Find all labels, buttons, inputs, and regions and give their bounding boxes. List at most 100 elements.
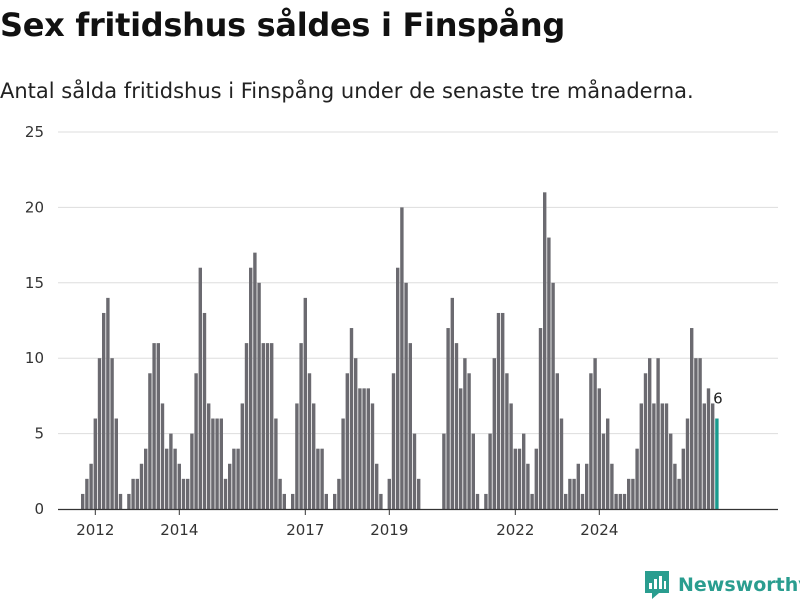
bar — [110, 358, 114, 509]
bar — [207, 403, 211, 509]
bar — [694, 358, 698, 509]
bar — [618, 493, 622, 509]
x-tick-label: 2022 — [496, 521, 534, 539]
bar — [463, 358, 467, 509]
bar — [404, 282, 408, 509]
bar — [396, 267, 400, 509]
bar — [467, 373, 471, 509]
bar-latest — [715, 418, 719, 509]
bar — [635, 448, 639, 509]
bar — [303, 297, 307, 509]
bar — [597, 388, 601, 509]
bar — [711, 403, 715, 509]
bar — [417, 478, 421, 509]
x-tick-label: 2017 — [286, 521, 324, 539]
bar — [496, 312, 501, 509]
y-tick-label: 5 — [34, 425, 44, 443]
bar — [316, 448, 320, 509]
bar — [81, 493, 85, 509]
bar — [173, 448, 177, 509]
bar — [471, 433, 475, 509]
bar — [257, 282, 261, 509]
bar — [517, 448, 522, 509]
bar — [450, 297, 454, 509]
bar — [601, 433, 606, 509]
bar — [223, 478, 228, 509]
bar — [131, 478, 135, 509]
bar — [454, 343, 459, 509]
bar — [660, 403, 664, 509]
bar — [555, 373, 559, 509]
bar — [144, 448, 148, 509]
bar — [236, 448, 240, 509]
bar — [93, 418, 97, 509]
bar — [127, 493, 131, 509]
bar — [505, 373, 509, 509]
bar — [177, 463, 181, 509]
data-labels: 6 — [713, 390, 723, 408]
bar — [345, 373, 349, 509]
bar — [576, 463, 580, 509]
bar — [337, 478, 341, 509]
bar — [89, 463, 93, 509]
bar — [593, 358, 597, 509]
bar — [198, 267, 202, 509]
bar — [513, 448, 517, 509]
bar — [299, 343, 303, 509]
bar — [501, 312, 505, 509]
bar — [282, 493, 286, 509]
bar — [362, 388, 366, 509]
bar — [400, 207, 404, 509]
bar — [244, 343, 249, 509]
x-tick-label: 2024 — [580, 521, 618, 539]
bar — [341, 418, 345, 509]
bar — [585, 463, 589, 509]
bar — [312, 403, 316, 509]
bar — [475, 493, 480, 509]
bar — [379, 493, 383, 509]
bar — [370, 403, 375, 509]
x-axis-ticks: 2012 2014 2017 2019 2022 2024 — [76, 509, 618, 539]
x-tick-label: 2019 — [370, 521, 408, 539]
bar — [148, 373, 152, 509]
bar — [333, 493, 337, 509]
last-value-label: 6 — [713, 390, 723, 408]
bar — [669, 433, 673, 509]
y-axis-ticks: 0 5 10 15 20 25 — [25, 123, 44, 518]
bar — [135, 478, 139, 509]
bar — [706, 388, 711, 509]
bar — [114, 418, 118, 509]
bar — [249, 267, 253, 509]
bar — [534, 448, 538, 509]
bar — [232, 448, 236, 509]
bar — [530, 493, 534, 509]
newsworthy-logo-icon — [645, 571, 669, 599]
bar — [215, 418, 219, 509]
x-tick-label: 2014 — [160, 521, 198, 539]
bar — [551, 282, 555, 509]
bar — [610, 463, 614, 509]
bar — [106, 297, 110, 509]
bar — [152, 343, 156, 509]
y-tick-label: 10 — [25, 349, 44, 367]
y-tick-label: 15 — [25, 274, 44, 292]
bar — [278, 478, 282, 509]
bar — [261, 343, 265, 509]
chart-subtitle: Antal sålda fritidshus i Finspång under … — [0, 79, 694, 103]
bar — [648, 358, 652, 509]
bar — [97, 358, 102, 509]
bar — [681, 448, 685, 509]
bar — [580, 493, 585, 509]
bar — [169, 433, 173, 509]
bar — [324, 493, 328, 509]
bar — [202, 312, 207, 509]
bar — [160, 403, 165, 509]
y-tick-label: 25 — [25, 123, 44, 141]
bar — [543, 192, 547, 509]
bar — [354, 358, 358, 509]
bar — [274, 418, 278, 509]
bar — [270, 343, 274, 509]
bar — [685, 418, 690, 509]
y-gridlines — [58, 131, 778, 435]
bar — [387, 478, 391, 509]
